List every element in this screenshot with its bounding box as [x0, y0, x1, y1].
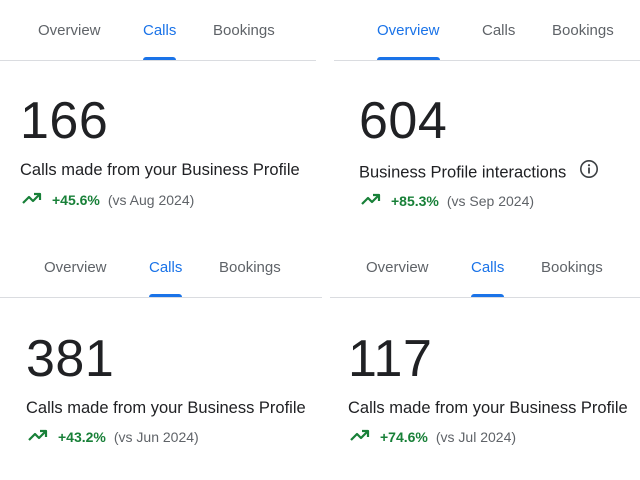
tab-label: Calls	[482, 22, 516, 39]
tab-overview[interactable]: Overview	[377, 0, 440, 60]
tab-bookings[interactable]: Bookings	[213, 0, 275, 60]
tab-label: Overview	[38, 22, 101, 39]
trending-up-icon	[28, 428, 48, 445]
tab-overview[interactable]: Overview	[44, 237, 107, 297]
tab-label: Bookings	[541, 259, 603, 276]
tab-calls[interactable]: Calls	[149, 237, 183, 297]
tab-label: Overview	[366, 259, 429, 276]
tab-label: Bookings	[219, 259, 281, 276]
tab-bar: Overview Calls Bookings	[0, 237, 322, 298]
tab-bookings[interactable]: Bookings	[541, 237, 603, 297]
active-tab-indicator	[471, 294, 505, 297]
tab-bookings[interactable]: Bookings	[552, 0, 614, 60]
change-comparison: (vs Aug 2024)	[107, 191, 195, 208]
change-row: +45.6% (vs Aug 2024)	[22, 191, 194, 208]
tab-label: Calls	[471, 259, 505, 276]
change-percent: +43.2%	[58, 428, 106, 445]
metric-label-row: Business Profile interactions	[359, 159, 599, 184]
trending-up-icon	[361, 192, 381, 209]
metric-label: Business Profile interactions	[359, 163, 567, 182]
tab-calls[interactable]: Calls	[482, 0, 515, 60]
active-tab-indicator	[377, 57, 440, 60]
tab-overview[interactable]: Overview	[366, 237, 429, 297]
change-percent: +85.3%	[391, 192, 439, 209]
tab-label: Bookings	[552, 22, 614, 39]
stats-panel-calls-bottom-left: Overview Calls Bookings 381 Calls made f…	[0, 237, 322, 480]
change-row: +74.6% (vs Jul 2024)	[350, 428, 516, 445]
metric-value: 166	[20, 92, 109, 150]
metric-label: Calls made from your Business Profile	[348, 399, 628, 417]
tab-calls[interactable]: Calls	[143, 0, 177, 60]
change-comparison: (vs Jul 2024)	[435, 428, 517, 445]
change-percent: +74.6%	[380, 428, 428, 445]
tab-label: Overview	[377, 22, 440, 39]
metric-value: 381	[26, 330, 115, 388]
metric-label: Calls made from your Business Profile	[26, 399, 306, 417]
change-comparison: (vs Jun 2024)	[113, 428, 199, 445]
trending-up-icon	[22, 191, 42, 208]
change-percent: +45.6%	[52, 191, 100, 208]
tab-bar: Overview Calls Bookings	[0, 0, 316, 61]
tab-label: Overview	[44, 259, 107, 276]
active-tab-indicator	[149, 294, 183, 297]
tab-label: Calls	[149, 259, 183, 276]
trending-up-icon	[350, 428, 370, 445]
metric-value: 117	[348, 330, 433, 388]
info-icon[interactable]	[579, 159, 599, 184]
tab-bar: Overview Calls Bookings	[334, 0, 640, 61]
change-row: +85.3% (vs Sep 2024)	[361, 192, 534, 209]
stats-panel-calls-bottom-right: Overview Calls Bookings 117 Calls made f…	[330, 237, 640, 480]
metric-label: Calls made from your Business Profile	[20, 161, 300, 179]
tab-bookings[interactable]: Bookings	[219, 237, 281, 297]
stats-panel-calls-top-left: Overview Calls Bookings 166 Calls made f…	[0, 0, 316, 236]
tab-label: Bookings	[213, 22, 275, 39]
tab-label: Calls	[143, 22, 177, 39]
tab-bar: Overview Calls Bookings	[330, 237, 640, 298]
change-comparison: (vs Sep 2024)	[446, 192, 535, 209]
metric-value: 604	[359, 92, 448, 150]
active-tab-indicator	[143, 57, 177, 60]
tab-calls[interactable]: Calls	[471, 237, 505, 297]
tab-overview[interactable]: Overview	[38, 0, 101, 60]
stats-panel-overview-top-right: Overview Calls Bookings 604 Business Pro…	[334, 0, 640, 236]
change-row: +43.2% (vs Jun 2024)	[28, 428, 199, 445]
